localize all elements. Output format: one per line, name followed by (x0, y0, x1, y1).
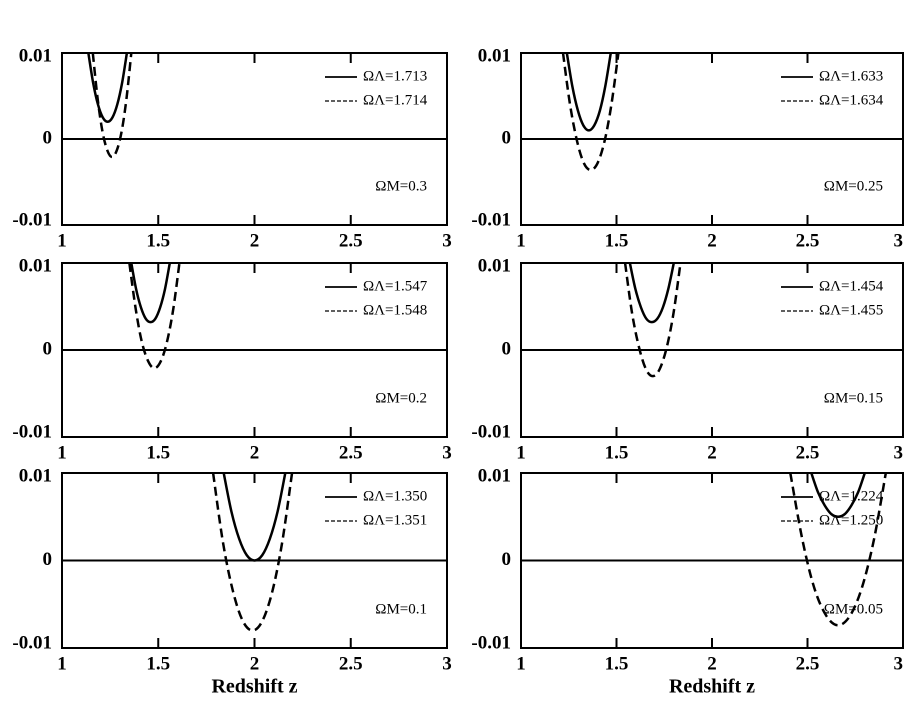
y-tick-label: 0.01 (19, 465, 52, 486)
annotation: ΩM=0.1 (375, 601, 427, 617)
x-tick-label: 2.5 (796, 230, 820, 251)
x-tick-label: 3 (442, 653, 452, 674)
annotation: ΩM=0.15 (824, 390, 883, 406)
annotation: ΩM=0.3 (375, 178, 427, 194)
x-tick-label: 1 (516, 653, 526, 674)
x-tick-label: 2 (707, 442, 717, 463)
annotation: ΩM=0.25 (824, 178, 883, 194)
x-tick-label: 1 (516, 230, 526, 251)
legend-label: ΩΛ=1.454 (819, 278, 884, 294)
y-tick-label: -0.01 (12, 421, 52, 442)
y-tick-label: -0.01 (471, 421, 511, 442)
curve (130, 263, 172, 324)
x-tick-label: 2.5 (339, 442, 363, 463)
x-tick-label: 3 (442, 230, 452, 251)
legend-label: ΩΛ=1.455 (819, 302, 883, 318)
y-tick-label: 0 (502, 338, 512, 359)
legend-label: ΩΛ=1.548 (363, 302, 427, 318)
x-tick-label: 1.5 (146, 442, 170, 463)
legend-label: ΩΛ=1.224 (819, 488, 884, 504)
y-tick-label: 0 (43, 549, 53, 570)
x-tick-label: 1.5 (605, 230, 629, 251)
y-tick-label: 0 (43, 338, 53, 359)
panel: -0.01 0 0.01 1 1.5 2 2.5 3 ΩΛ=1.713 ΩΛ=1.714 ΩM=0.… (12, 45, 451, 251)
x-tick-label: 2 (250, 442, 260, 463)
y-tick-label: 0.01 (478, 255, 511, 276)
legend-label: ΩΛ=1.713 (363, 68, 427, 84)
x-tick-label: 1.5 (146, 653, 170, 674)
x-tick-label: 3 (894, 653, 904, 674)
x-tick-label: 2 (707, 230, 717, 251)
x-tick-label: 1.5 (605, 653, 629, 674)
x-tick-label: 2.5 (796, 442, 820, 463)
legend-label: ΩΛ=1.634 (819, 92, 884, 108)
x-tick-label: 2.5 (339, 653, 363, 674)
annotation: ΩM=0.05 (824, 601, 883, 617)
legend-label: ΩΛ=1.633 (819, 68, 883, 84)
panel: -0.01 0 0.01 1 1.5 2 2.5 3 ΩΛ=1.454 ΩΛ=1.455 ΩM=0.… (471, 255, 904, 463)
legend-label: ΩΛ=1.714 (363, 92, 428, 108)
y-tick-label: 0 (43, 127, 53, 148)
x-tick-label: 1 (57, 653, 67, 674)
x-tick-label: 2.5 (796, 653, 820, 674)
x-tick-label: 1 (516, 442, 526, 463)
panel: -0.01 0 0.01 1 1.5 2 2.5 3 ΩΛ=1.350 ΩΛ=1.351 ΩM=0.… (12, 465, 451, 697)
curve (128, 263, 181, 370)
panel: -0.01 0 0.01 1 1.5 2 2.5 3 ΩΛ=1.547 ΩΛ=1.548 ΩM=0.… (12, 255, 451, 463)
y-tick-label: -0.01 (12, 209, 52, 230)
x-axis-label: Redshift z (211, 676, 297, 698)
curve (91, 53, 133, 159)
x-tick-label: 1.5 (146, 230, 170, 251)
x-tick-label: 3 (894, 230, 904, 251)
x-tick-label: 2.5 (339, 230, 363, 251)
y-tick-label: 0 (502, 127, 512, 148)
curve (810, 473, 866, 519)
x-axis-label: Redshift z (669, 676, 755, 698)
y-tick-label: -0.01 (471, 209, 511, 230)
curve (565, 53, 613, 132)
annotation: ΩM=0.2 (375, 390, 427, 406)
legend-label: ΩΛ=1.547 (363, 278, 428, 294)
y-tick-label: 0.01 (478, 465, 511, 486)
x-tick-label: 2 (250, 653, 260, 674)
x-tick-label: 3 (894, 442, 904, 463)
y-tick-label: 0.01 (19, 45, 52, 66)
legend-label: ΩΛ=1.350 (363, 488, 427, 504)
y-tick-label: 0.01 (478, 45, 511, 66)
curve (561, 53, 620, 172)
x-tick-label: 3 (442, 442, 452, 463)
y-tick-label: -0.01 (471, 632, 511, 653)
panel: -0.01 0 0.01 1 1.5 2 2.5 3 ΩΛ=1.633 ΩΛ=1.634 ΩM=0.… (471, 45, 904, 251)
x-tick-label: 1 (57, 442, 67, 463)
curve (222, 473, 287, 562)
legend-label: ΩΛ=1.250 (819, 512, 883, 528)
legend-label: ΩΛ=1.351 (363, 512, 427, 528)
curve (87, 53, 129, 124)
y-tick-label: 0 (502, 549, 512, 570)
y-tick-label: -0.01 (12, 632, 52, 653)
x-tick-label: 2 (250, 230, 260, 251)
x-tick-label: 1 (57, 230, 67, 251)
curve (623, 263, 682, 378)
panel: -0.01 0 0.01 1 1.5 2 2.5 3 ΩΛ=1.224 ΩΛ=1.250 ΩM=0.… (471, 465, 904, 698)
x-tick-label: 2 (707, 653, 717, 674)
curve (628, 263, 676, 324)
x-tick-label: 1.5 (605, 442, 629, 463)
y-tick-label: 0.01 (19, 255, 52, 276)
